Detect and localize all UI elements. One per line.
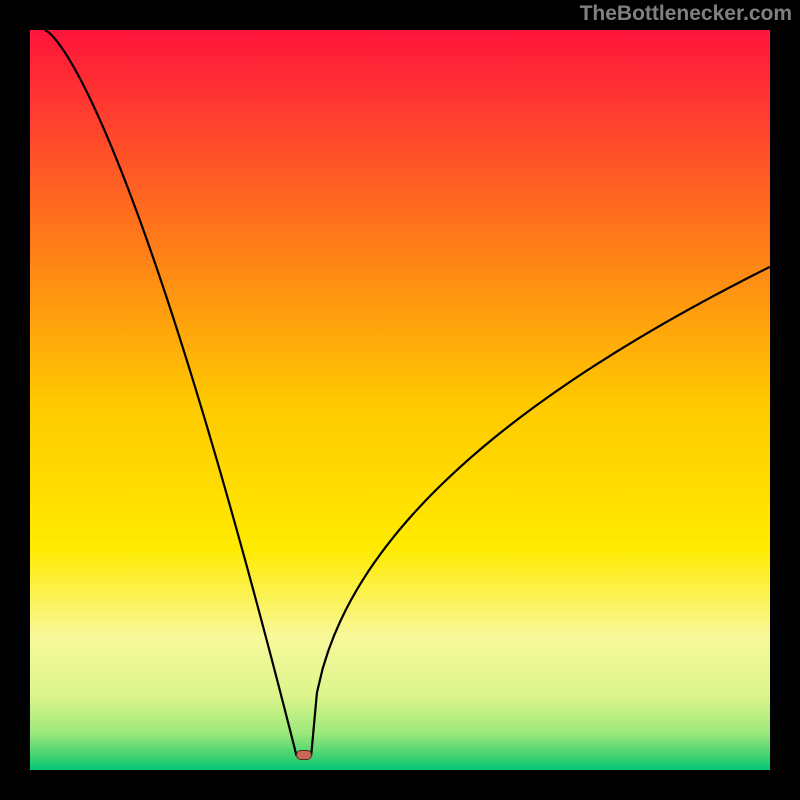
plot-area — [30, 30, 770, 770]
bottleneck-curve — [30, 30, 770, 770]
optimal-point-marker — [296, 750, 312, 760]
watermark-text: TheBottlenecker.com — [580, 2, 792, 26]
